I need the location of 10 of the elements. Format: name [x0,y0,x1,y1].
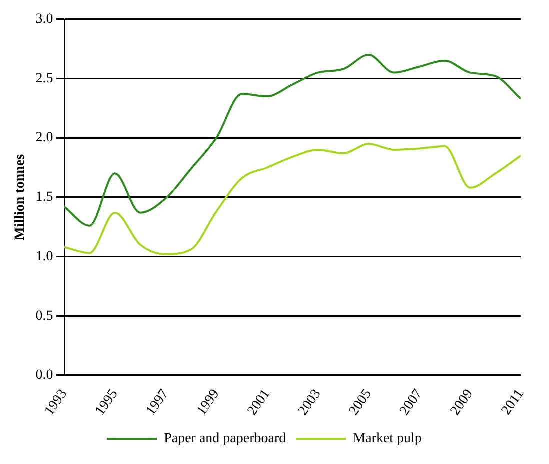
y-tick-label: 0.5 [36,308,54,324]
legend-label: Market pulp [353,432,422,447]
y-axis-title: Million tonnes [13,154,28,240]
y-tick-label: 1.5 [36,190,54,206]
legend-label: Paper and paperboard [164,432,286,447]
y-tick-label: 3.0 [36,12,54,28]
y-tick-label: 1.0 [36,249,54,264]
y-tick-label: 2.5 [36,71,54,86]
y-tick-label: 0.0 [36,368,54,384]
y-tick-label: 2.0 [36,130,54,146]
